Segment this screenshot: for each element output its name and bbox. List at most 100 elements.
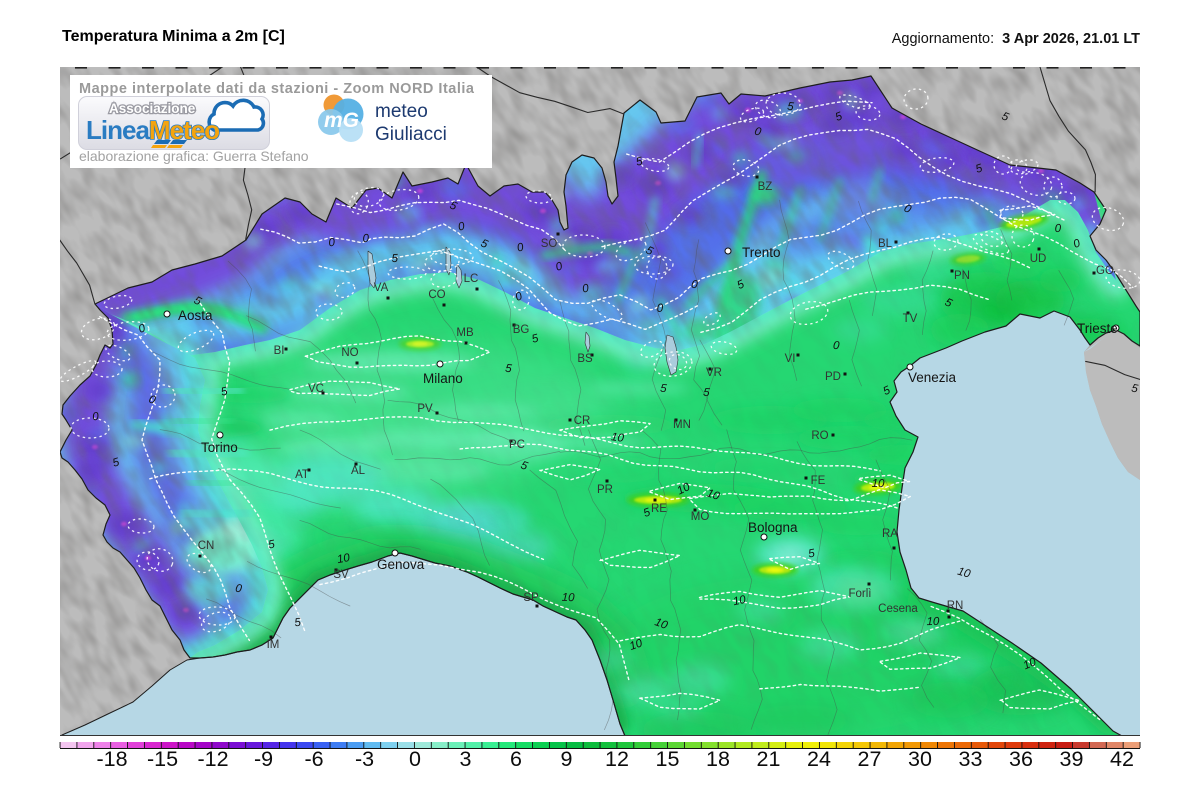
svg-text:0: 0	[833, 340, 841, 353]
svg-text:VC: VC	[308, 383, 324, 395]
svg-text:MB: MB	[456, 327, 474, 339]
svg-text:39: 39	[1060, 747, 1084, 771]
svg-text:5: 5	[479, 237, 490, 251]
svg-text:VI: VI	[785, 353, 796, 365]
svg-text:Venezia: Venezia	[908, 370, 957, 385]
svg-text:5: 5	[391, 253, 399, 265]
svg-text:9: 9	[561, 747, 573, 771]
svg-text:PD: PD	[825, 371, 841, 383]
svg-text:12: 12	[605, 747, 629, 771]
svg-text:27: 27	[858, 747, 882, 771]
svg-text:10: 10	[562, 592, 576, 604]
svg-text:AT: AT	[295, 469, 309, 481]
svg-text:10: 10	[336, 552, 351, 566]
svg-text:5: 5	[267, 539, 276, 552]
svg-text:IM: IM	[267, 639, 280, 651]
svg-text:0: 0	[902, 203, 914, 217]
svg-text:5: 5	[504, 363, 512, 376]
svg-text:CR: CR	[574, 415, 591, 427]
svg-text:5: 5	[834, 110, 845, 124]
svg-text:LineaMeteo: LineaMeteo	[86, 115, 219, 145]
svg-text:5: 5	[192, 295, 204, 309]
svg-text:5: 5	[735, 278, 746, 292]
svg-text:5: 5	[519, 459, 530, 473]
svg-text:5: 5	[642, 506, 653, 520]
svg-text:CO: CO	[428, 289, 445, 301]
svg-text:21: 21	[757, 747, 781, 771]
svg-text:VA: VA	[374, 282, 389, 294]
svg-text:0: 0	[514, 290, 525, 304]
svg-text:5: 5	[111, 456, 121, 470]
svg-text:0: 0	[1072, 237, 1083, 251]
svg-text:VR: VR	[706, 367, 722, 379]
svg-text:0: 0	[554, 260, 564, 273]
svg-text:5: 5	[660, 383, 668, 396]
svg-text:-15: -15	[147, 747, 178, 771]
svg-text:10: 10	[675, 481, 692, 498]
svg-text:0: 0	[516, 241, 525, 254]
svg-text:6: 6	[510, 747, 522, 771]
svg-text:0: 0	[362, 233, 370, 245]
svg-text:0: 0	[690, 279, 698, 292]
svg-text:BG: BG	[513, 324, 530, 336]
svg-text:RA: RA	[882, 528, 898, 540]
svg-text:24: 24	[807, 747, 831, 771]
svg-text:33: 33	[959, 747, 983, 771]
svg-text:GO: GO	[1096, 265, 1114, 277]
svg-text:5: 5	[644, 244, 655, 258]
svg-text:0: 0	[137, 322, 148, 336]
svg-text:RN: RN	[947, 600, 964, 612]
svg-text:5: 5	[531, 332, 541, 345]
svg-text:5: 5	[1000, 110, 1011, 124]
svg-text:PC: PC	[509, 439, 525, 451]
svg-text:MO: MO	[691, 511, 710, 523]
svg-text:36: 36	[1009, 747, 1033, 771]
svg-text:0: 0	[92, 411, 101, 424]
svg-text:NO: NO	[341, 347, 358, 359]
svg-text:Associazione: Associazione	[109, 101, 196, 116]
svg-text:0: 0	[753, 125, 763, 138]
svg-text:0: 0	[234, 583, 243, 596]
svg-text:BI: BI	[274, 345, 285, 357]
svg-text:PV: PV	[417, 403, 433, 415]
svg-text:5: 5	[703, 387, 711, 400]
svg-text:5: 5	[786, 101, 794, 114]
svg-text:RE: RE	[651, 503, 667, 515]
svg-text:-3: -3	[355, 747, 374, 771]
svg-text:Trieste: Trieste	[1077, 321, 1118, 336]
svg-text:5: 5	[220, 385, 230, 398]
svg-text:BS: BS	[577, 353, 593, 365]
svg-text:LC: LC	[464, 273, 479, 285]
svg-text:mG: mG	[324, 109, 359, 132]
svg-text:MN: MN	[673, 419, 691, 431]
svg-text:10: 10	[1022, 656, 1039, 672]
svg-text:10: 10	[610, 431, 625, 445]
svg-text:BL: BL	[878, 238, 893, 250]
svg-text:RO: RO	[811, 430, 828, 442]
svg-text:0: 0	[328, 237, 336, 250]
svg-text:5: 5	[807, 548, 816, 561]
svg-text:5: 5	[448, 199, 459, 213]
svg-text:10: 10	[628, 637, 645, 653]
svg-text:AL: AL	[351, 465, 366, 477]
svg-text:10: 10	[653, 616, 670, 632]
svg-text:CN: CN	[198, 540, 215, 552]
svg-text:10: 10	[732, 594, 747, 608]
svg-text:5: 5	[943, 296, 954, 310]
svg-text:SV: SV	[333, 569, 349, 581]
svg-text:UD: UD	[1030, 253, 1047, 265]
svg-text:5: 5	[635, 155, 645, 168]
svg-text:-6: -6	[304, 747, 323, 771]
svg-text:SP: SP	[523, 592, 539, 604]
svg-text:-9: -9	[254, 747, 273, 771]
svg-text:BZ: BZ	[758, 181, 773, 193]
svg-text:Forlì: Forlì	[849, 588, 872, 600]
svg-text:Genova: Genova	[377, 557, 425, 572]
svg-text:Milano: Milano	[423, 371, 463, 386]
svg-text:10: 10	[872, 478, 886, 490]
svg-text:18: 18	[706, 747, 730, 771]
svg-text:0: 0	[581, 283, 590, 296]
svg-text:0: 0	[1055, 223, 1062, 235]
svg-text:SO: SO	[541, 238, 558, 250]
svg-text:10: 10	[705, 487, 722, 503]
